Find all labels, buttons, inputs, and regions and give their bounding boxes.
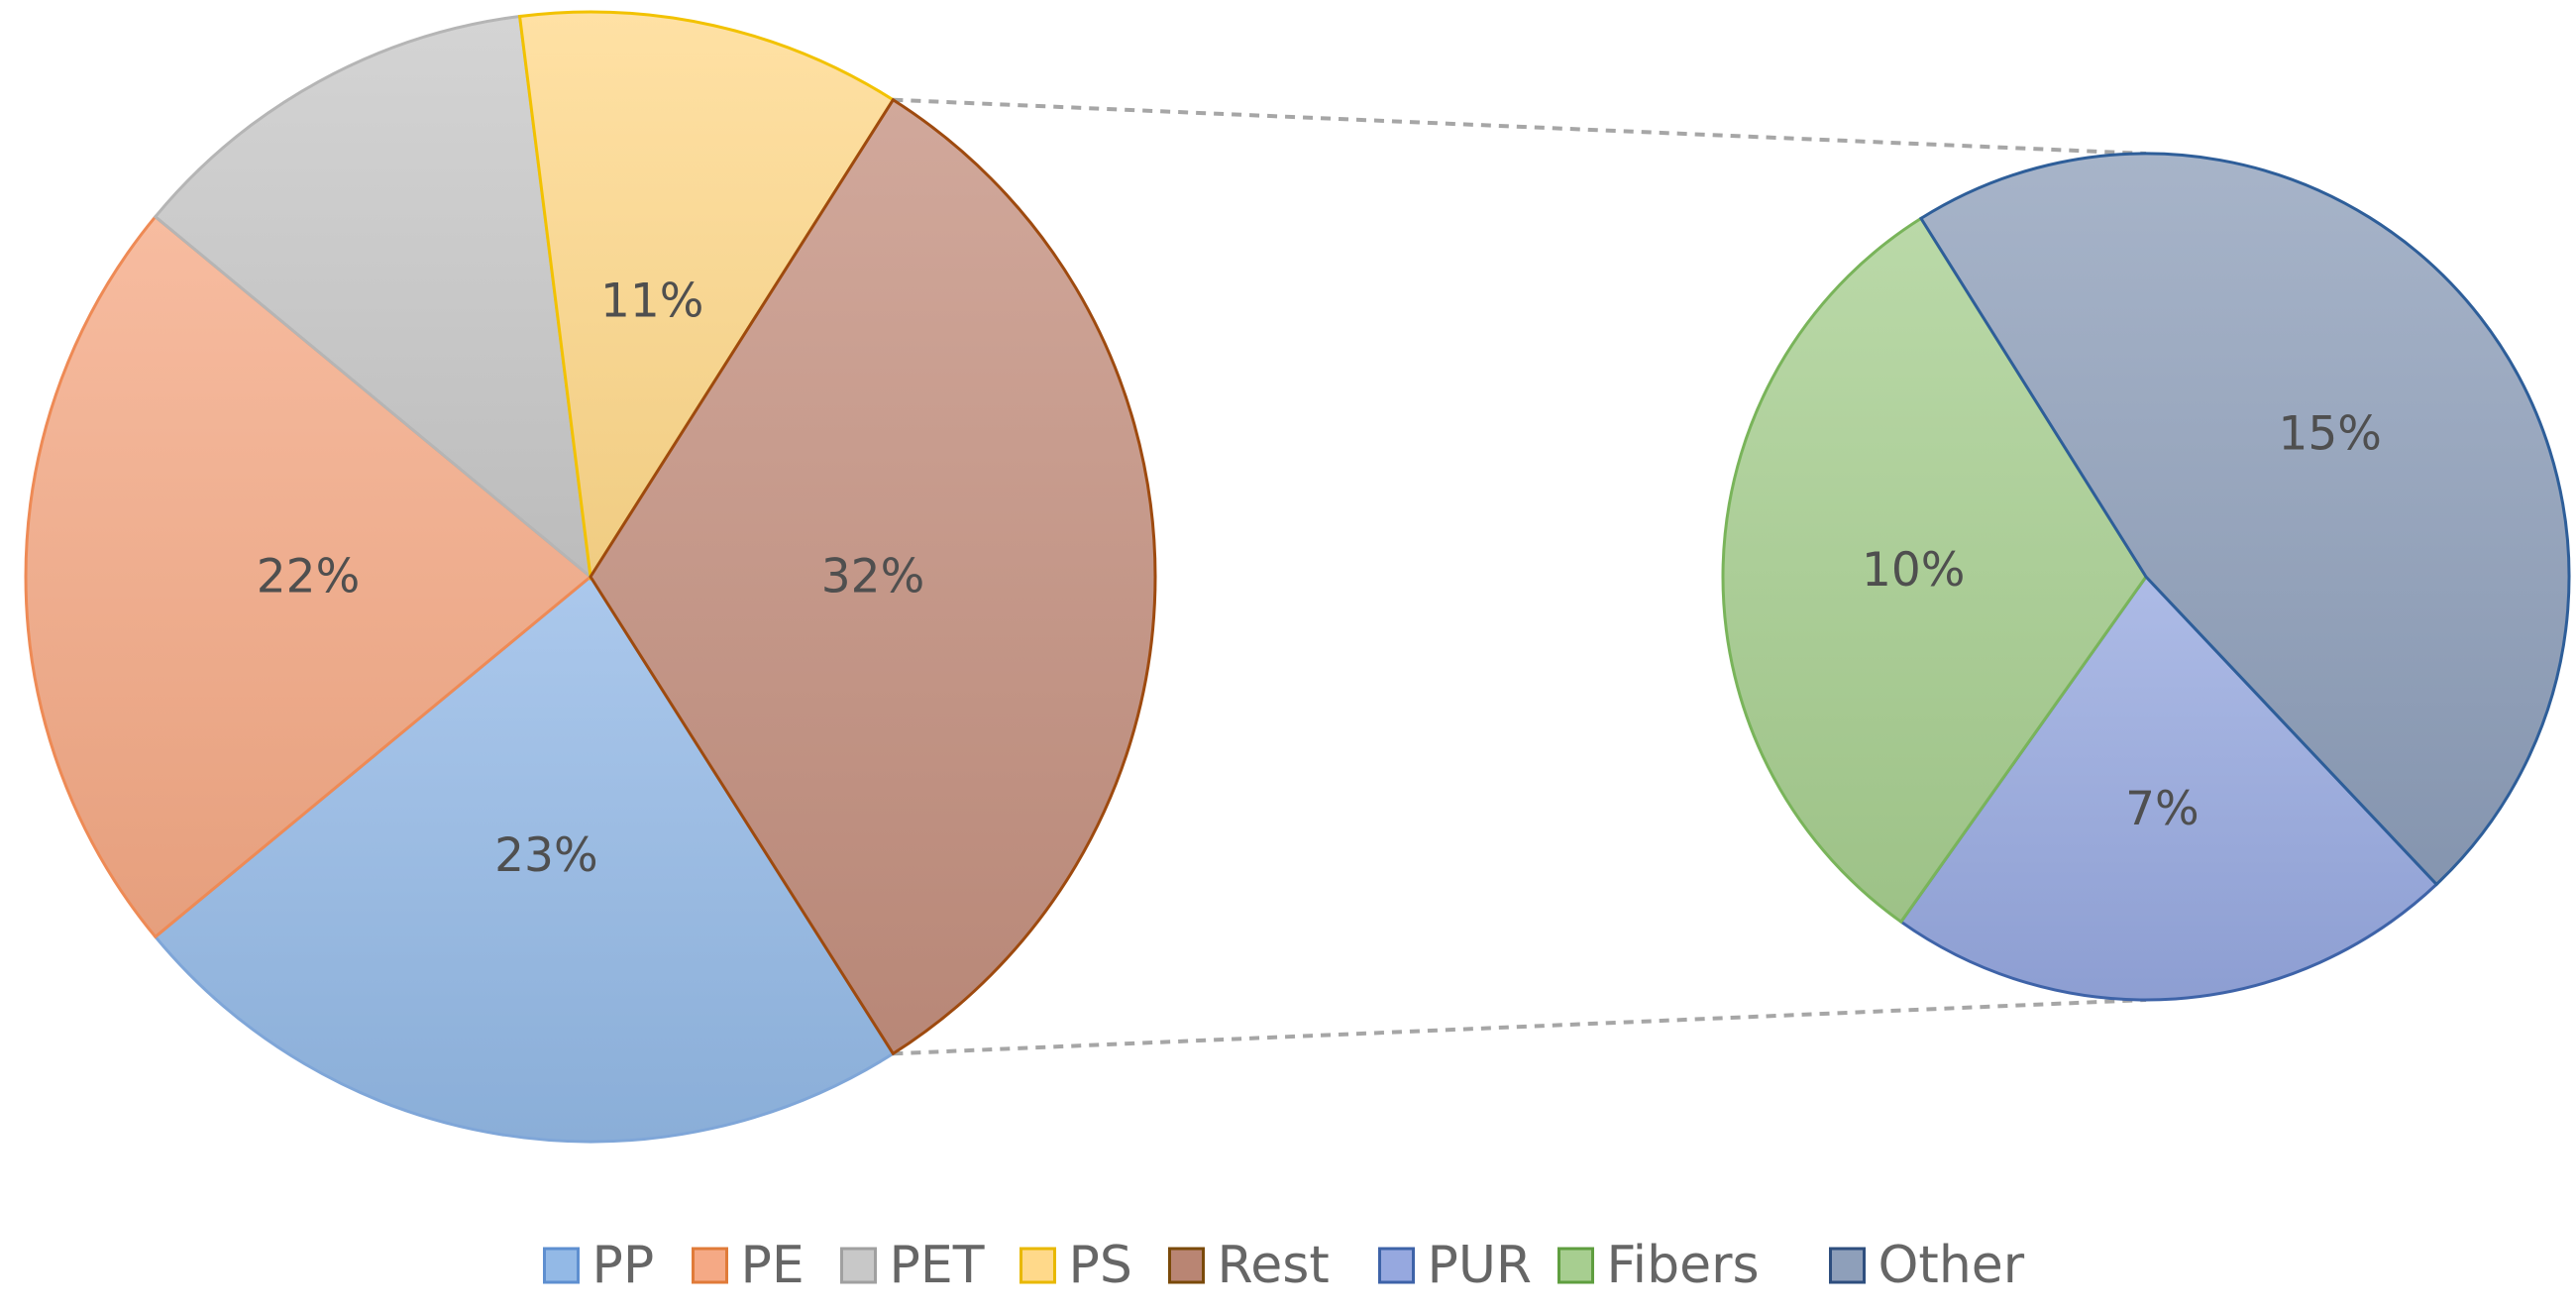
legend-item-other: Other — [1829, 1236, 2025, 1295]
connector-lines — [893, 97, 2147, 1056]
legend-item-pet: PET — [840, 1236, 985, 1295]
connector-line-bottom — [893, 998, 2147, 1056]
legend-item-fibers: Fibers — [1557, 1236, 1760, 1295]
legend-swatch-pur — [1378, 1247, 1415, 1284]
pie-slice-pp — [153, 574, 896, 1144]
connector-line-top — [893, 97, 2147, 156]
legend-swatch-pet — [840, 1247, 877, 1284]
legend-label-pe: PE — [741, 1236, 805, 1295]
data-label-pe: 22% — [257, 550, 360, 604]
legend-swatch-ps — [1020, 1247, 1056, 1284]
legend-label-pp: PP — [592, 1236, 655, 1295]
legend-swatch-other — [1829, 1247, 1866, 1284]
data-label-ps: 11% — [600, 274, 703, 328]
legend-swatch-rest — [1168, 1247, 1205, 1284]
pie-slice-pur — [1898, 574, 2439, 1002]
legend-label-pet: PET — [890, 1236, 985, 1295]
legend-swatch-pp — [543, 1247, 580, 1284]
legend-label-ps: PS — [1069, 1236, 1132, 1295]
legend-item-rest: Rest — [1168, 1236, 1330, 1295]
pie-slice-fibers — [1721, 216, 2148, 925]
legend-label-pur: PUR — [1428, 1236, 1533, 1295]
legend-label-fibers: Fibers — [1607, 1236, 1760, 1295]
main-pie — [24, 10, 1157, 1144]
data-label-rest: 32% — [821, 550, 924, 604]
legend-swatch-fibers — [1557, 1247, 1594, 1284]
legend-item-pe: PE — [692, 1236, 805, 1295]
legend-swatch-pe — [692, 1247, 728, 1284]
pie-slice-rest — [589, 97, 1157, 1056]
data-label-pur: 7% — [2125, 782, 2200, 836]
data-label-other: 15% — [2278, 407, 2381, 462]
legend: PP PE PET PS Rest PUR Fibers Other — [543, 1236, 2025, 1295]
pie-slice-pet — [153, 14, 592, 581]
legend-item-pur: PUR — [1378, 1236, 1533, 1295]
legend-label-rest: Rest — [1218, 1236, 1330, 1295]
pie-slice-pe — [24, 214, 593, 939]
data-label-pp: 23% — [494, 828, 597, 883]
data-label-fibers: 10% — [1862, 543, 1965, 598]
secondary-pie — [1721, 152, 2571, 1002]
slice-labels: 23% 22% 11% 32% 7% 10% 15% — [257, 274, 2382, 883]
legend-item-ps: PS — [1020, 1236, 1132, 1295]
pie-slice-ps — [517, 10, 896, 582]
legend-label-other: Other — [1878, 1236, 2025, 1295]
legend-item-pp: PP — [543, 1236, 655, 1295]
pie-slice-other — [1918, 152, 2571, 887]
